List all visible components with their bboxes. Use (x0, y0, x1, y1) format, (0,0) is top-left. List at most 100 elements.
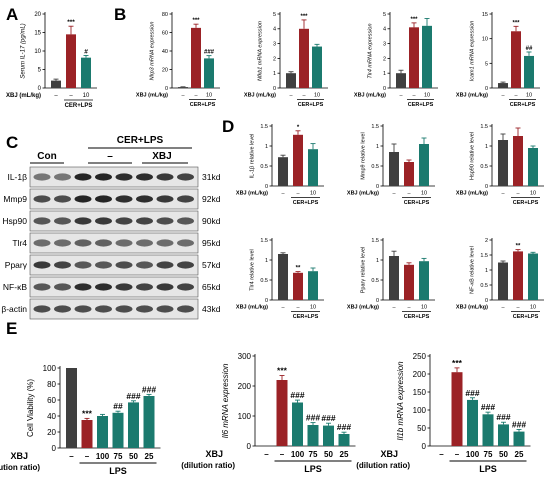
group-label: 75 (309, 450, 318, 459)
y-tick-label: 1.5 (371, 124, 379, 130)
bar (513, 251, 523, 300)
bar (293, 272, 303, 300)
group-label-cer-lps: CER+LPS (513, 314, 539, 320)
bar (178, 87, 188, 88)
y-tick-label: 0 (265, 298, 268, 304)
group-label-cer-lps: CER+LPS (190, 102, 216, 108)
blot-band (156, 283, 174, 291)
dilution-label: (dilution ratio) (0, 463, 40, 472)
y-tick-label: 1.5 (480, 253, 488, 259)
blot-band (115, 305, 133, 313)
group-label: 50 (324, 450, 333, 459)
blot-band (74, 239, 92, 247)
chart-b4: 0 5 10 15 Icam1 mRNA expression *** ## – – 10 XBJ … (456, 12, 540, 108)
group-label: – (516, 191, 520, 197)
group-label: – (399, 93, 403, 99)
blot-band (54, 217, 71, 225)
blot-band (115, 217, 133, 225)
blot-strip (29, 210, 199, 232)
blot-band (95, 305, 112, 313)
group-label-cer-lps: CER+LPS (293, 314, 319, 320)
bar (112, 412, 124, 448)
blot-band (54, 173, 71, 181)
bar (498, 83, 508, 88)
xbj-dose-label: XBJ (mL/kg) (236, 191, 268, 197)
group-label: 10 (206, 93, 212, 99)
group-label: – (501, 191, 505, 197)
bar (308, 271, 318, 300)
group-label: – (281, 305, 285, 311)
blot-band (54, 305, 71, 313)
group-label: 10 (526, 93, 532, 99)
blot-strip (29, 232, 199, 254)
blot-band (156, 217, 174, 225)
blot-kd-label: 92kd (202, 194, 221, 204)
significance-mark: * (297, 125, 300, 131)
significance-mark: ### (142, 384, 156, 394)
y-tick-label: 0 (422, 442, 427, 451)
bar (389, 256, 399, 300)
blot-band (74, 217, 92, 225)
bar (97, 416, 108, 448)
y-tick-label: 10 (34, 49, 41, 55)
bar (528, 253, 538, 300)
group-label: – (501, 305, 505, 311)
bar (482, 414, 494, 446)
group-label: – (54, 93, 58, 99)
xbj-dose-label: XBJ (mL/kg) (456, 191, 488, 197)
y-tick-label: 0 (485, 86, 488, 92)
y-tick-label: 0 (247, 442, 252, 451)
y-tick-label: 3 (273, 42, 276, 48)
group-label: 10 (530, 305, 536, 311)
significance-mark: *** (82, 408, 93, 418)
bar (81, 420, 93, 448)
blot-band (33, 195, 51, 203)
xbj-dose-label: XBJ (mL/kg) (136, 93, 168, 99)
y-axis-label: Mmp9 relative level (360, 132, 366, 179)
group-label: – (264, 450, 269, 459)
group-label: – (455, 450, 460, 459)
significance-mark: ### (306, 413, 320, 423)
group-label-cer-lps: CER+LPS (510, 102, 536, 108)
blot-band (74, 195, 92, 203)
group-label: – (181, 93, 185, 99)
bar (409, 27, 419, 88)
xbj-dose-label: XBJ (mL/kg) (456, 93, 488, 99)
y-tick-label: 100 (43, 364, 57, 373)
group-label: – (407, 191, 411, 197)
blot-band (74, 173, 92, 181)
blot-band (177, 239, 194, 247)
group-label-lps: LPS (109, 466, 127, 476)
bar (498, 424, 509, 446)
group-label: 75 (114, 452, 123, 461)
group-label: 100 (291, 450, 305, 459)
blot-band (115, 195, 133, 203)
y-tick-label: 2 (485, 238, 488, 244)
blot-band (33, 261, 51, 269)
blot-band (177, 195, 194, 203)
y-axis-label: Hsp90 relative level (469, 132, 475, 180)
blot-band (136, 283, 153, 291)
blot-band (74, 283, 92, 291)
blot-strip (29, 166, 199, 188)
y-tick-label: 0.5 (371, 164, 379, 170)
dilution-label: (dilution ratio) (181, 461, 235, 470)
bar (51, 80, 61, 88)
y-tick-label: 100 (413, 406, 427, 415)
blot-kd-label: 65kd (202, 282, 221, 292)
significance-mark: ### (204, 50, 215, 56)
group-label: – (69, 452, 74, 461)
bar (191, 27, 201, 88)
blot-band (54, 261, 71, 269)
y-tick-label: 0 (376, 184, 379, 190)
y-tick-label: 50 (417, 424, 426, 433)
y-tick-label: 40 (47, 412, 56, 421)
group-label: – (281, 191, 285, 197)
chart-d2: 0 0.5 1 1.5 Mmp9 relative level – – 10 XBJ (mL/k… (347, 124, 435, 206)
y-tick-label: 1 (376, 144, 379, 150)
chart-d4: 0 0.5 1 1.5 Tlr4 relative level ** – – 10 XBJ (mL… (236, 238, 324, 320)
bar (299, 28, 309, 88)
bar (498, 262, 508, 300)
y-axis-label: Tlr4 relative level (249, 249, 255, 291)
significance-mark: *** (512, 20, 520, 26)
